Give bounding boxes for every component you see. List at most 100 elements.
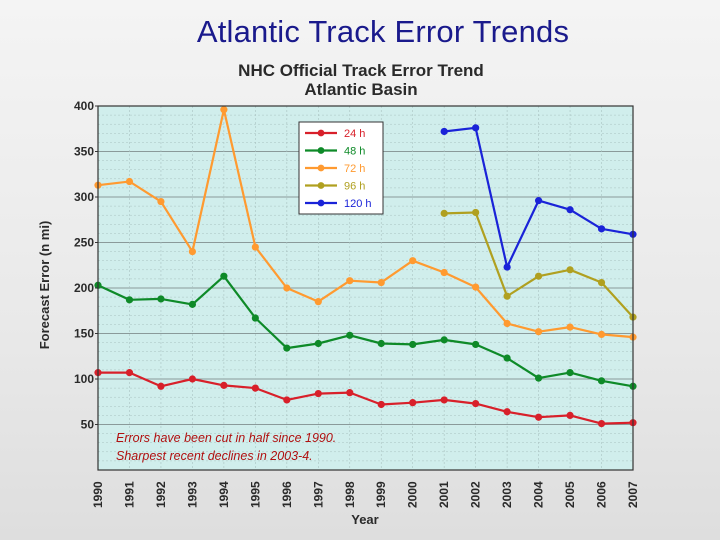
data-point (597, 419, 606, 428)
x-tick-label: 2003 (500, 481, 514, 508)
series-layer (94, 106, 637, 428)
data-point (534, 272, 543, 280)
data-point (346, 389, 354, 397)
legend-swatch-point (317, 164, 325, 172)
data-point (314, 339, 322, 348)
data-point (440, 336, 448, 344)
data-point (157, 382, 165, 390)
data-point (188, 248, 197, 256)
legend-label: 96 h (344, 181, 365, 193)
data-point (157, 197, 165, 206)
y-tick-label: 350 (74, 145, 94, 159)
chart-subtitle: Atlantic Basin (304, 80, 417, 99)
x-tick-label: 1994 (217, 481, 231, 508)
y-tick-label: 50 (81, 418, 95, 432)
x-tick-label: 1995 (248, 481, 262, 508)
data-point (472, 283, 480, 291)
data-point (503, 263, 511, 271)
data-point (503, 319, 511, 328)
x-tick-label: 2004 (532, 481, 546, 508)
data-point (472, 124, 480, 132)
data-point (597, 330, 606, 339)
chart-title: NHC Official Track Error Trend (238, 61, 484, 80)
data-point (251, 243, 259, 251)
x-tick-label: 2001 (437, 481, 451, 508)
legend-swatch-point (317, 182, 325, 189)
data-point (220, 381, 228, 389)
data-point (409, 399, 417, 407)
y-tick-label: 100 (74, 372, 94, 386)
y-tick-label: 300 (74, 190, 94, 204)
data-point (188, 375, 197, 383)
data-point (409, 340, 417, 349)
x-tick-label: 1996 (280, 481, 294, 508)
data-point (597, 377, 606, 385)
annotation-line-2: Sharpest recent declines in 2003-4. (116, 449, 313, 463)
annotation-line-1: Errors have been cut in half since 1990. (116, 431, 336, 445)
y-tick-label: 150 (74, 327, 94, 341)
data-point (566, 411, 574, 419)
data-point (534, 328, 543, 336)
legend-label: 24 h (344, 128, 365, 140)
data-point (597, 278, 606, 287)
x-tick-label: 1990 (91, 481, 105, 508)
x-tick-label: 1997 (311, 481, 325, 508)
x-tick-label: 1993 (185, 481, 199, 508)
y-tick-label: 400 (74, 99, 94, 113)
data-point (125, 296, 134, 304)
data-point (534, 374, 543, 382)
data-point (503, 354, 511, 362)
series-line (97, 275, 634, 388)
data-point (503, 292, 511, 300)
data-point (346, 277, 354, 285)
x-tick-label: 1999 (374, 481, 388, 508)
data-point (157, 295, 165, 303)
axis-ticks: 50 100 150 200 250 300 350 400 1990 1991 1992 1993 1… (74, 99, 640, 508)
x-tick-label: 2002 (469, 481, 483, 508)
legend: 24 h 48 h 72 h 96 h 120 h (298, 121, 384, 215)
data-point (440, 396, 448, 404)
legend-label: 72 h (344, 163, 365, 175)
x-axis-label: Year (351, 512, 378, 527)
data-point (283, 344, 291, 352)
data-point (472, 399, 480, 408)
data-point (283, 284, 291, 292)
data-point (251, 314, 259, 322)
slide-title: Atlantic Track Error Trends (196, 14, 570, 49)
data-point (377, 400, 385, 409)
legend-label: 48 h (344, 146, 365, 158)
x-tick-label: 2007 (626, 481, 640, 508)
legend-label: 120 h (344, 198, 372, 210)
data-point (409, 257, 417, 265)
data-point (566, 266, 574, 274)
data-point (346, 331, 354, 339)
y-axis-label: Forecast Error (n mi) (37, 221, 52, 350)
legend-swatch-point (317, 129, 325, 137)
data-point (125, 369, 134, 377)
data-point (597, 225, 606, 233)
legend-swatch-point (317, 199, 325, 207)
x-tick-label: 2005 (563, 481, 577, 508)
grid-lines (98, 106, 633, 470)
data-point (503, 408, 511, 416)
data-point (440, 209, 448, 217)
y-tick-label: 250 (74, 236, 94, 250)
y-tick-label: 200 (74, 281, 94, 295)
data-point (566, 323, 574, 331)
data-point (566, 369, 574, 377)
x-tick-label: 2000 (406, 481, 420, 508)
data-point (188, 300, 197, 308)
data-point (440, 127, 448, 136)
data-point (377, 339, 385, 348)
data-point (440, 268, 448, 277)
series-line (97, 108, 634, 339)
data-point (125, 177, 134, 186)
series-line (98, 371, 634, 425)
data-point (314, 298, 322, 306)
data-point (283, 396, 291, 404)
data-point (472, 208, 480, 217)
data-point (472, 340, 480, 349)
x-tick-label: 1991 (122, 481, 136, 508)
data-point (220, 272, 228, 280)
